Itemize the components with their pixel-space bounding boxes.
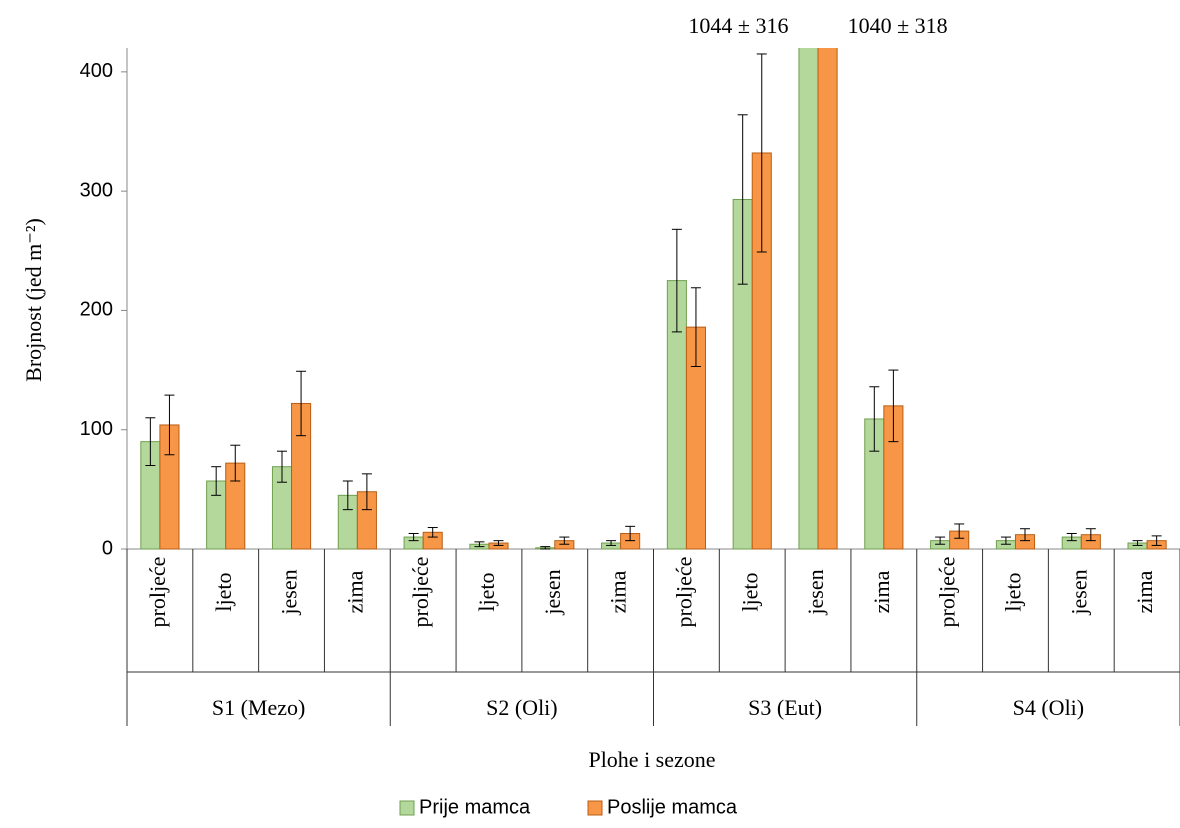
x-tick-label: proljeće: [408, 557, 433, 628]
group-label: S2 (Oli): [486, 695, 558, 720]
error-bar: [606, 540, 617, 546]
error-bar: [276, 450, 287, 483]
x-tick-label: proljeće: [145, 557, 170, 628]
x-tick-label: jesen: [540, 569, 565, 615]
value-label: 1040 ± 318: [848, 13, 948, 38]
error-bar: [361, 473, 372, 511]
error-bar: [559, 536, 570, 545]
y-tick-label: 400: [80, 60, 113, 82]
x-tick-label: jesen: [277, 569, 302, 615]
x-tick-label: ljeto: [737, 572, 762, 611]
error-bar: [540, 546, 551, 550]
y-tick-label: 100: [80, 418, 113, 440]
plot-area: [140, 48, 1167, 550]
x-tick-label: jesen: [1066, 569, 1091, 615]
error-bar: [1085, 528, 1096, 542]
bar: [798, 48, 819, 550]
error-bar: [756, 53, 767, 253]
error-bar: [737, 114, 748, 285]
error-bar: [211, 466, 222, 496]
error-bar: [342, 480, 353, 511]
group-label: S3 (Eut): [748, 695, 822, 720]
group-label: S1 (Mezo): [212, 695, 305, 720]
error-bar: [296, 370, 307, 437]
x-tick-label: ljeto: [211, 572, 236, 611]
group-label: S4 (Oli): [1013, 695, 1085, 720]
x-tick-label: zima: [869, 570, 894, 613]
x-tick-label: zima: [342, 570, 367, 613]
error-bar: [1000, 536, 1011, 545]
error-bar: [1066, 532, 1077, 542]
x-tick-label: ljeto: [1001, 572, 1026, 611]
bar: [817, 48, 838, 550]
x-tick-label: proljeće: [671, 557, 696, 628]
error-bar: [164, 394, 175, 456]
x-axis-title: Plohe i sezone: [588, 747, 715, 772]
error-bar: [230, 444, 241, 482]
error-bar: [474, 541, 485, 548]
error-bar: [625, 525, 636, 542]
error-bar: [1020, 528, 1031, 542]
y-tick-label: 200: [80, 299, 113, 321]
y-axis-title: Brojnost (jed m⁻²): [21, 218, 46, 382]
x-tick-label: jesen: [803, 569, 828, 615]
error-bar: [888, 369, 899, 443]
y-tick-label: 0: [102, 537, 113, 559]
error-bar: [690, 287, 701, 367]
error-bar: [869, 386, 880, 452]
error-bar: [671, 228, 682, 333]
legend-swatch: [399, 800, 415, 816]
legend-label: Prije mamca: [419, 796, 531, 818]
error-bar: [954, 523, 965, 539]
error-bar: [408, 532, 419, 542]
x-tick-label: ljeto: [474, 572, 499, 611]
error-bar: [145, 417, 156, 466]
error-bar: [1151, 535, 1162, 546]
error-bar: [1132, 540, 1143, 546]
x-tick-label: zima: [606, 570, 631, 613]
y-tick-label: 300: [80, 179, 113, 201]
error-bar: [427, 527, 438, 538]
legend-swatch: [587, 800, 603, 816]
legend-label: Poslije mamca: [607, 796, 738, 818]
error-bar: [935, 536, 946, 545]
x-tick-label: proljeće: [935, 557, 960, 628]
x-tick-label: zima: [1132, 570, 1157, 613]
error-bar: [493, 540, 504, 546]
value-label: 1044 ± 316: [688, 13, 788, 38]
